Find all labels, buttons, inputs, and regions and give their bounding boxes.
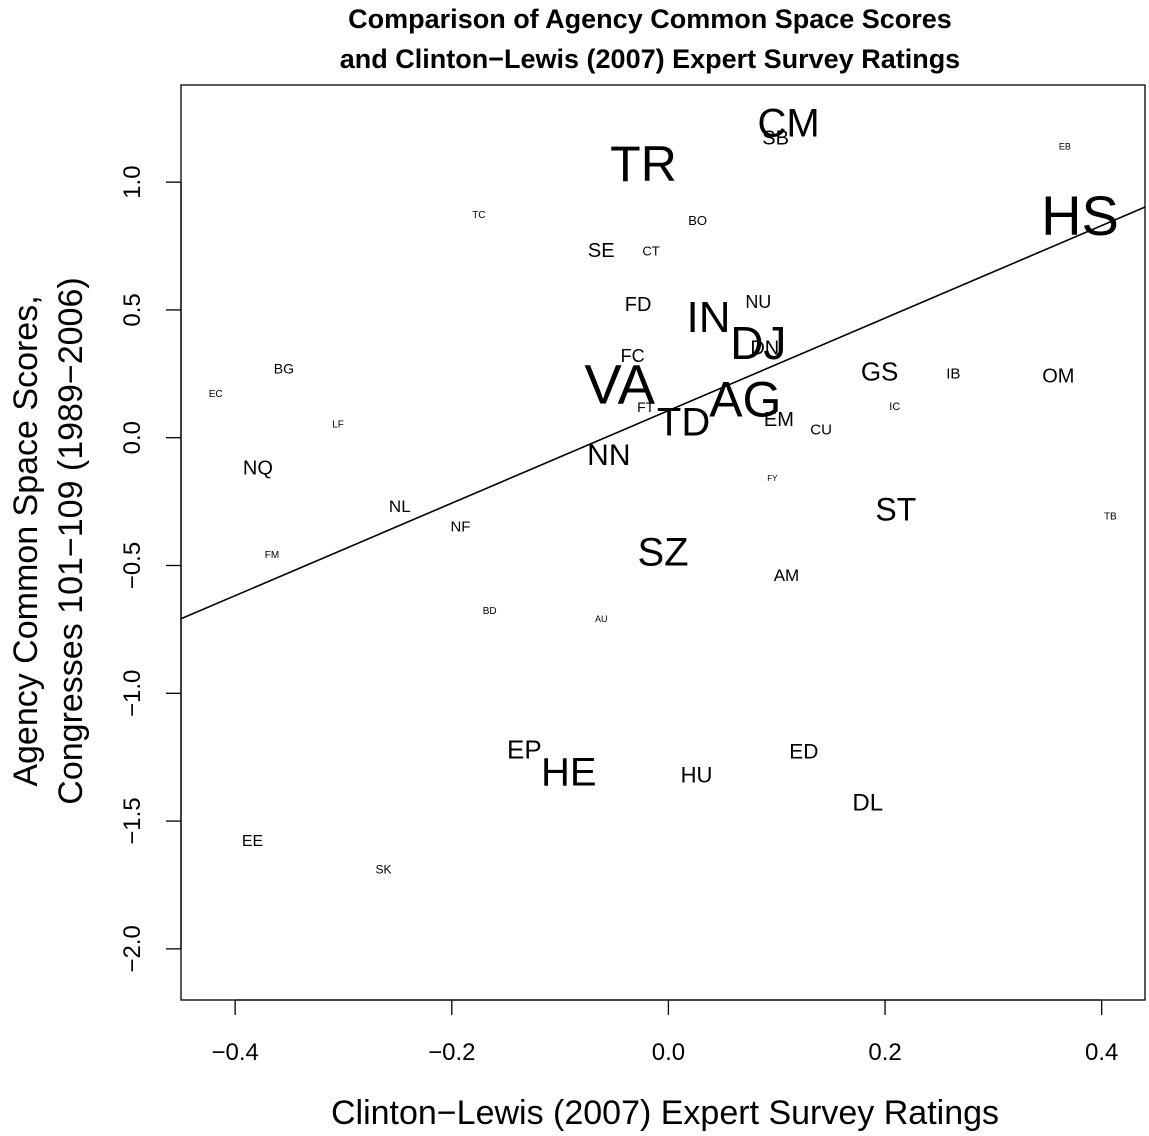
y-tick-label: 0.0 <box>119 421 146 454</box>
point-label-ec: EC <box>209 389 223 400</box>
point-label-ic: IC <box>889 401 900 413</box>
point-label-sz: SZ <box>637 531 688 575</box>
point-label-he: HE <box>541 751 597 795</box>
point-label-hu: HU <box>681 763 713 788</box>
point-label-ib: IB <box>946 365 960 382</box>
point-label-ct: CT <box>642 244 659 259</box>
point-label-tr: TR <box>610 136 677 192</box>
y-tick-label: 1.0 <box>119 165 146 198</box>
point-label-dj: DJ <box>730 317 786 369</box>
point-label-ft: FT <box>637 399 655 415</box>
point-label-fy: FY <box>767 474 778 483</box>
point-label-lf: LF <box>332 419 344 430</box>
y-tick-label: −1.0 <box>119 670 146 717</box>
point-label-dl: DL <box>852 790 883 817</box>
point-label-in: IN <box>686 293 730 342</box>
y-axis: 1.0 0.5 0.0 −0.5 −1.0 −1.5 −2.0 <box>119 165 182 973</box>
point-label-ed: ED <box>789 741 818 764</box>
y-tick-label: −1.5 <box>119 797 146 844</box>
point-label-fd: FD <box>625 294 652 316</box>
regression-line <box>180 206 1146 620</box>
point-label-st: ST <box>875 491 916 527</box>
point-label-tc: TC <box>472 210 485 221</box>
y-tick-label: 0.5 <box>119 293 146 326</box>
point-label-se: SE <box>588 240 615 262</box>
point-label-nf: NF <box>450 519 470 536</box>
point-label-eb: EB <box>1059 141 1071 151</box>
point-label-fm: FM <box>265 550 279 561</box>
point-label-ep: EP <box>507 735 542 765</box>
chart-title: Comparison of Agency Common Space Scores <box>348 4 952 34</box>
point-label-em: EM <box>764 409 794 431</box>
point-label-am: AM <box>774 566 800 585</box>
x-axis-title: Clinton−Lewis (2007) Expert Survey Ratin… <box>331 1094 999 1132</box>
point-label-au: AU <box>595 614 608 624</box>
x-tick-label: 0.4 <box>1085 1039 1118 1066</box>
point-label-bd: BD <box>483 606 497 617</box>
y-tick-label: −2.0 <box>119 925 146 972</box>
point-label-nl: NL <box>389 497 411 516</box>
y-axis-title-line2: Congresses 101−109 (1989−2006) <box>52 277 90 804</box>
point-label-nu: NU <box>745 292 771 312</box>
point-label-nq: NQ <box>243 457 273 479</box>
point-label-nn: NN <box>587 439 630 472</box>
x-tick-label: −0.2 <box>428 1039 475 1066</box>
point-label-tb: TB <box>1104 511 1117 522</box>
y-tick-label: −0.5 <box>119 542 146 589</box>
point-label-dn: DN <box>750 337 779 359</box>
point-label-fc: FC <box>621 346 645 366</box>
point-label-gs: GS <box>861 356 899 386</box>
y-axis-title-line1: Agency Common Space Scores, <box>7 295 45 786</box>
point-label-cm: CM <box>758 101 820 145</box>
point-label-td: TD <box>657 400 710 444</box>
point-label-om: OM <box>1042 365 1074 387</box>
x-tick-label: 0.0 <box>652 1039 685 1066</box>
x-tick-label: 0.2 <box>868 1039 901 1066</box>
point-label-hs: HS <box>1041 184 1119 247</box>
point-label-ee: EE <box>242 833 263 850</box>
point-label-bg: BG <box>274 361 294 377</box>
point-label-cu: CU <box>810 422 832 439</box>
x-axis: −0.4 −0.2 0.0 0.2 0.4 <box>211 999 1118 1066</box>
point-label-ag: AG <box>709 371 781 427</box>
point-label-va: VA <box>584 353 655 416</box>
point-label-sk: SK <box>376 863 392 877</box>
x-tick-label: −0.4 <box>211 1039 258 1066</box>
point-label-sb: SB <box>762 128 789 150</box>
point-label-bo: BO <box>688 213 707 228</box>
chart-subtitle: and Clinton−Lewis (2007) Expert Survey R… <box>340 44 960 74</box>
